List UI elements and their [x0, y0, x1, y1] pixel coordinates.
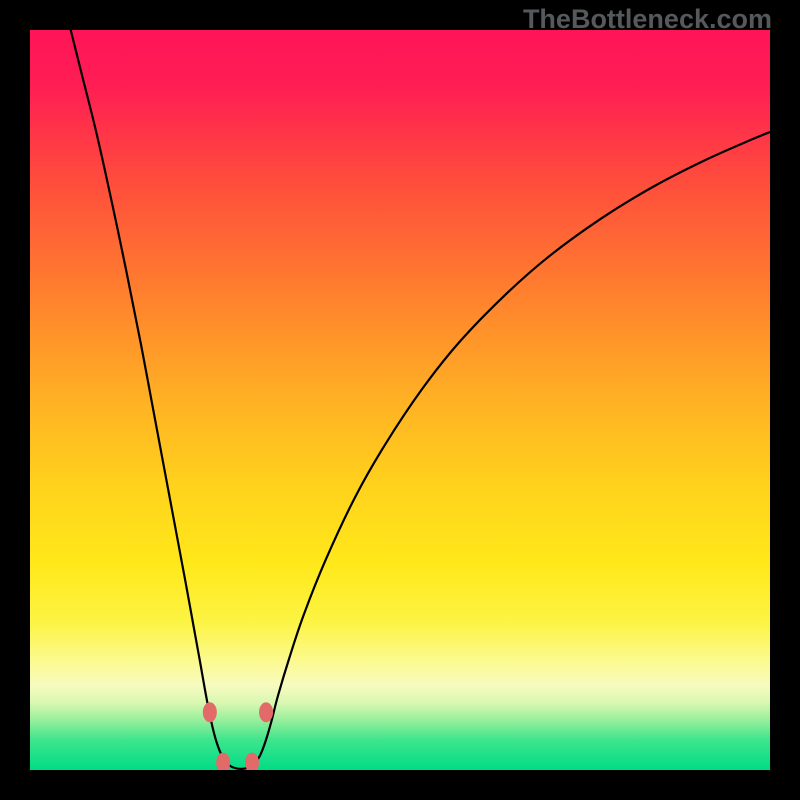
curve-marker-1	[217, 753, 230, 772]
curve-marker-0	[203, 703, 216, 722]
curve-marker-2	[246, 753, 259, 772]
bottleneck-chart	[0, 0, 800, 800]
curve-marker-3	[260, 703, 273, 722]
plot-background	[30, 30, 770, 770]
